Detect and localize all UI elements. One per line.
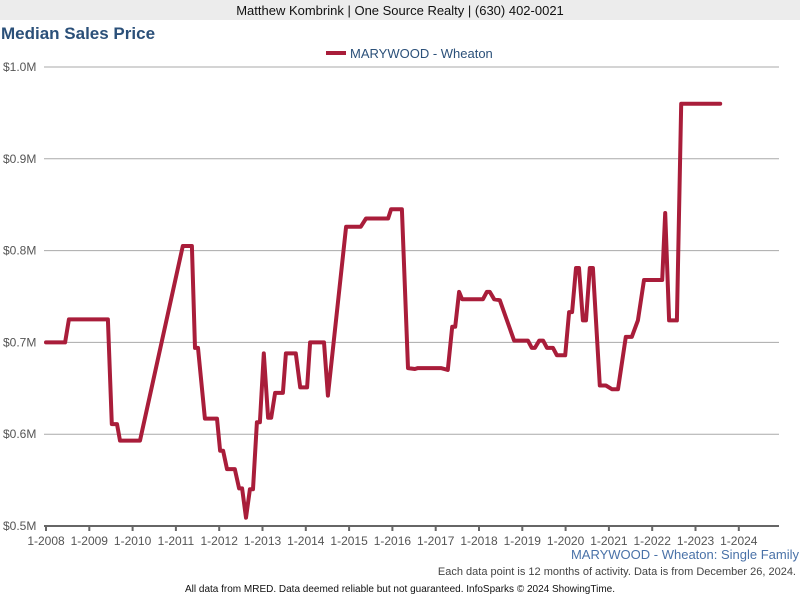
data-note: Each data point is 12 months of activity… xyxy=(437,566,796,578)
legend-label: MARYWOOD - Wheaton xyxy=(350,46,493,61)
legend-swatch xyxy=(326,51,346,55)
legend[interactable]: MARYWOOD - Wheaton xyxy=(326,46,493,61)
gridlines xyxy=(44,66,779,435)
y-axis-labels: $0.5M $0.6M $0.7M $0.8M $0.9M $1.0M xyxy=(3,60,36,533)
x-tick-label: 1-2009 xyxy=(71,534,109,548)
series-layer xyxy=(44,101,723,520)
y-tick-label: $0.5M xyxy=(3,519,36,533)
y-tick-label: $1.0M xyxy=(3,60,36,74)
y-tick-label: $0.9M xyxy=(3,152,36,166)
x-tick-label: 1-2019 xyxy=(504,534,542,548)
footer-disclaimer: All data from MRED. Data deemed reliable… xyxy=(184,584,615,595)
series-line-0 xyxy=(44,101,723,520)
x-tick-label: 1-2017 xyxy=(417,534,455,548)
x-axis: 1-2008 1-2009 1-2010 1-2011 1-2012 1-2013 1-20… xyxy=(27,525,779,548)
x-tick-label: 1-2014 xyxy=(287,534,325,548)
x-tick-label: 1-2022 xyxy=(634,534,672,548)
x-tick-label: 1-2012 xyxy=(201,534,239,548)
x-tick-label: 1-2024 xyxy=(720,534,758,548)
x-tick-label: 1-2018 xyxy=(460,534,498,548)
y-tick-label: $0.6M xyxy=(3,427,36,441)
x-tick-label: 1-2020 xyxy=(547,534,585,548)
x-tick-label: 1-2008 xyxy=(27,534,65,548)
x-tick-label: 1-2013 xyxy=(244,534,282,548)
agent-header: Matthew Kombrink | One Source Realty | (… xyxy=(0,0,800,20)
y-tick-label: $0.8M xyxy=(3,244,36,258)
y-tick-label: $0.7M xyxy=(3,335,36,349)
source-label: MARYWOOD - Wheaton: Single Family xyxy=(570,547,799,562)
x-tick-label: 1-2010 xyxy=(114,534,152,548)
x-tick-label: 1-2011 xyxy=(158,534,195,548)
chart-title: Median Sales Price xyxy=(1,24,156,43)
x-tick-label: 1-2023 xyxy=(677,534,715,548)
x-tick-label: 1-2021 xyxy=(590,534,628,548)
x-tick-label: 1-2016 xyxy=(374,534,412,548)
x-tick-label: 1-2015 xyxy=(330,534,368,548)
